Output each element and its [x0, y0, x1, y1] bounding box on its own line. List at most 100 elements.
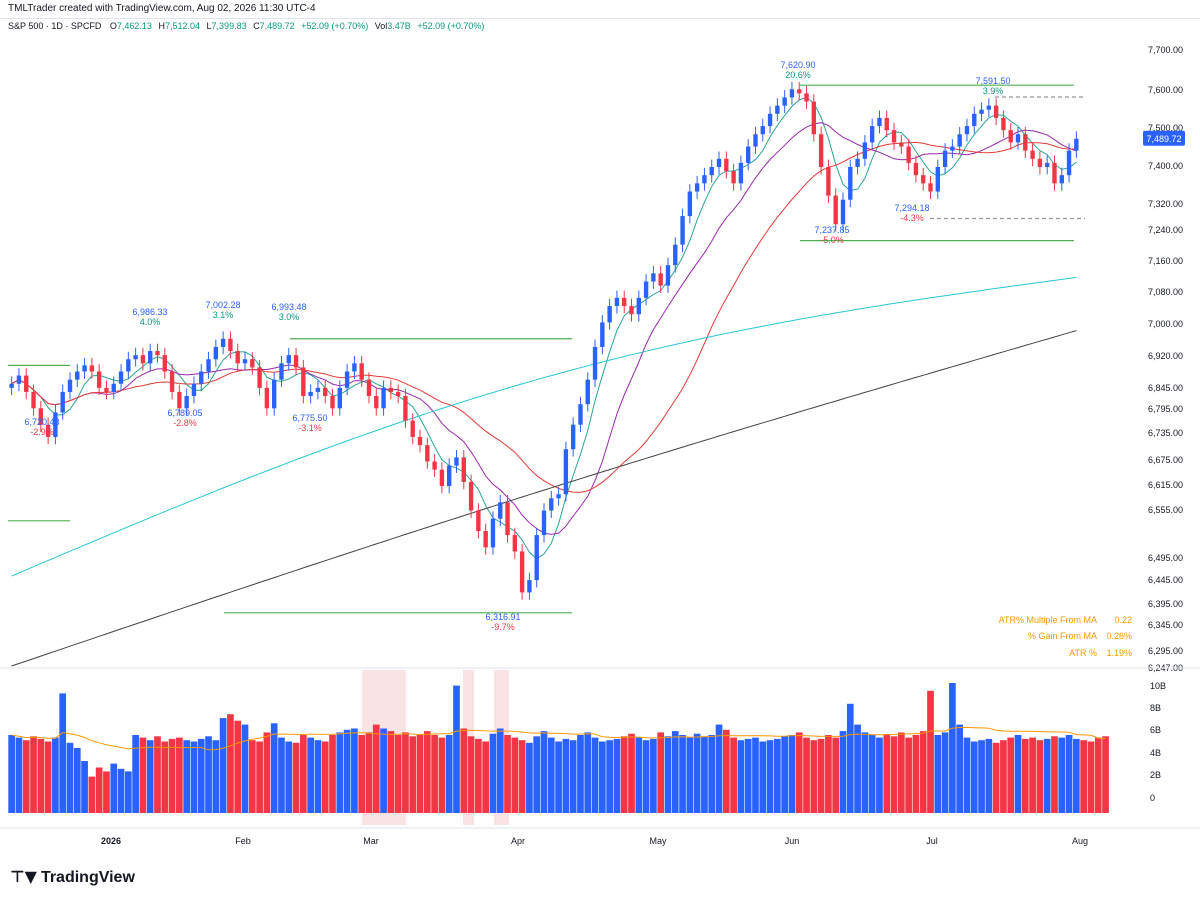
- candle-body: [395, 391, 401, 397]
- candle-body: [818, 134, 824, 167]
- volume-bar: [657, 732, 665, 813]
- symbol-name[interactable]: S&P 500 · 1D · SPCFD: [8, 21, 102, 31]
- volume-bar: [176, 737, 183, 813]
- candle-body: [155, 351, 160, 356]
- volume-bar: [941, 732, 949, 813]
- volume-bar: [219, 718, 227, 813]
- candle-body: [585, 379, 590, 405]
- volume-bar: [540, 731, 548, 813]
- annotation-pct: -5.0%: [820, 235, 844, 245]
- annotation-price: 7,620.90: [780, 60, 815, 70]
- volume-tick-label: 10B: [1150, 681, 1166, 691]
- candle-body: [16, 375, 22, 384]
- candle-body: [308, 391, 313, 397]
- volume-bar: [1058, 737, 1066, 813]
- candle-body: [301, 367, 306, 397]
- volume-bars: [8, 683, 1109, 813]
- time-axis[interactable]: 2026 Feb Mar Apr May Jun Jul Aug: [101, 836, 1088, 846]
- price-tick-label: 6,795.00: [1148, 404, 1183, 414]
- volume-bar: [679, 735, 686, 813]
- volume-bar: [321, 741, 329, 813]
- annotations: 6,720.43-2.9% 6,986.334.0% 6,789.05-2.8% 7,…: [24, 60, 1010, 632]
- volume-bar: [686, 737, 694, 813]
- candle-body: [60, 391, 65, 413]
- candle-body: [199, 371, 204, 384]
- candle-body: [388, 387, 394, 392]
- ma-short-line: [11, 96, 1077, 560]
- candle-body: [213, 346, 219, 360]
- volume-bar: [846, 703, 854, 813]
- candle-body: [622, 297, 627, 307]
- price-chart[interactable]: 6,720.43-2.9% 6,986.334.0% 6,789.05-2.8% 7,…: [0, 18, 1200, 862]
- volume-bar: [190, 741, 198, 813]
- candle-body: [417, 436, 423, 446]
- volume-bar: [358, 735, 366, 813]
- candle-body: [425, 445, 430, 462]
- volume-bar: [409, 736, 417, 813]
- volume-bar: [387, 731, 395, 813]
- tradingview-logo[interactable]: ⊤▼ TradingView: [10, 867, 135, 887]
- candle-body: [344, 371, 350, 388]
- candle-body: [578, 404, 583, 425]
- price-tick-label: 6,920.00: [1148, 351, 1183, 361]
- candle-body: [1066, 150, 1072, 176]
- price-tick-label: 7,600.00: [1148, 85, 1183, 95]
- volume-bar: [664, 736, 672, 813]
- price-tick-label: 7,160.00: [1148, 256, 1183, 266]
- volume-bar: [416, 735, 424, 813]
- volume-bar: [1080, 740, 1087, 813]
- price-tick-label: 6,845.00: [1148, 383, 1183, 393]
- candle-body: [964, 126, 970, 135]
- candle-body: [140, 355, 146, 364]
- candle-body: [191, 383, 197, 397]
- volume-bar: [59, 693, 67, 813]
- candle-body: [760, 126, 765, 135]
- volume-bar: [642, 740, 650, 813]
- candle-body: [709, 166, 714, 176]
- candle-body: [126, 359, 131, 372]
- volume-bar: [949, 683, 956, 813]
- volume-bar: [584, 732, 592, 813]
- candle-body: [45, 424, 51, 437]
- price-tick-label: 7,320.00: [1148, 199, 1183, 209]
- volume-tick-label: 4B: [1150, 748, 1161, 758]
- ma-100-line: [11, 276, 1077, 577]
- candle-body: [651, 273, 656, 282]
- candle-body: [279, 363, 284, 380]
- volume-bar: [598, 741, 606, 813]
- candle-body: [454, 457, 459, 466]
- volume-bar: [766, 740, 774, 813]
- volume-bar: [1094, 737, 1102, 813]
- volume-bar: [453, 685, 460, 813]
- candle-body: [826, 166, 831, 196]
- volume-bar: [270, 723, 278, 813]
- candle-body: [746, 146, 751, 163]
- candles: [9, 81, 1079, 600]
- candle-body: [534, 535, 539, 581]
- candle-body: [447, 465, 452, 487]
- volume-bar: [854, 724, 861, 813]
- volume-bar: [1029, 737, 1036, 813]
- volume-bar: [460, 728, 468, 813]
- volume-bar: [154, 736, 161, 813]
- candle-body: [614, 297, 620, 307]
- volume-bar: [1007, 737, 1015, 813]
- volume-bar: [482, 741, 490, 813]
- candle-body: [767, 113, 773, 127]
- volume-bar: [781, 736, 788, 813]
- volume-bar: [919, 731, 927, 813]
- annotation-price: 7,591.50: [975, 76, 1010, 86]
- candle-body: [527, 580, 532, 593]
- volume-bar: [314, 740, 322, 813]
- volume-bar: [897, 732, 905, 813]
- annotation-pct: 4.0%: [140, 317, 161, 327]
- volume-bar: [1043, 738, 1051, 813]
- ma-200-line: [11, 330, 1077, 667]
- candle-body: [928, 183, 933, 192]
- price-axis[interactable]: 7,700.00 7,600.00 7,500.00 7,400.00 7,320.00…: [1148, 45, 1183, 673]
- price-tick-label: 6,445.00: [1148, 575, 1183, 585]
- candle-body: [1008, 130, 1013, 143]
- candle-body: [133, 355, 138, 360]
- candle-body: [899, 142, 904, 147]
- candle-body: [9, 383, 14, 388]
